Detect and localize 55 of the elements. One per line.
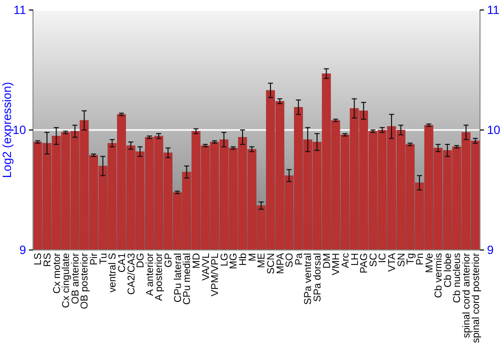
x-tick-label: Arc <box>340 253 352 268</box>
x-tick-label: VPM/VPL <box>210 252 222 296</box>
x-tick-label: SPa ventral <box>303 253 314 305</box>
x-tick-label: LG <box>219 252 230 266</box>
x-tick-label: Cb nucleus <box>452 253 464 304</box>
x-tick-label: Pa <box>294 252 305 266</box>
y-tick-label: 10 <box>12 122 26 137</box>
x-tick-label: MG <box>228 252 240 270</box>
x-tick-label: CPu lateral <box>172 253 184 302</box>
x-tick-label: RS <box>42 252 54 267</box>
x-tick-label: A posterior <box>154 252 166 301</box>
x-tick-label: PAG <box>359 252 370 274</box>
y2-tick-label: 10 <box>487 122 500 137</box>
x-tick-label: spinal cord anterior <box>462 252 473 338</box>
x-tick-label: Cb vermis <box>434 253 445 298</box>
x-tick-label: CPu medial <box>182 253 194 305</box>
x-tick-label: MD <box>191 253 202 269</box>
y-tick-label: 11 <box>14 2 26 17</box>
x-tick-label: Pir <box>89 252 100 266</box>
x-tick-label: M <box>247 253 258 262</box>
y2-tick-label: 11 <box>487 2 500 17</box>
x-tick-label: spinal cord posterior <box>470 252 482 344</box>
x-tick-label: Tu <box>98 253 110 264</box>
x-tick-label: CA2/CA3 <box>126 252 138 295</box>
x-tick-label: OB posterior <box>80 252 91 310</box>
x-tick-label: MVe <box>424 252 436 274</box>
x-tick-label: GP <box>164 252 175 268</box>
x-tick-label: LS <box>33 252 44 266</box>
x-tick-label: A anterior <box>144 252 156 296</box>
y-tick-label: 9 <box>19 242 26 257</box>
y-axis-title: Log2 (expression) <box>0 82 14 178</box>
x-tick-label: VMH <box>331 253 342 276</box>
x-tick-label: SC <box>368 253 380 267</box>
x-tick-label: SN <box>396 253 408 267</box>
x-tick-label: LH <box>350 253 361 266</box>
x-tick-label: Hb <box>238 252 250 266</box>
x-tick-label: Cb lobe <box>442 252 454 288</box>
x-tick-label: SCN <box>266 253 277 274</box>
x-tick-label: DM <box>322 253 333 269</box>
x-tick-label: Tg <box>406 253 417 265</box>
x-tick-label: VA/VL <box>200 252 212 281</box>
x-tick-label: VTA <box>387 252 398 272</box>
x-tick-label: Pn <box>414 253 426 266</box>
x-tick-label: SPa dorsal <box>312 253 324 302</box>
x-tick-label: IC <box>378 253 389 263</box>
x-tick-label: ME <box>256 252 268 268</box>
x-tick-label: MPA <box>275 252 286 274</box>
x-tick-label: DG <box>136 252 147 268</box>
x-tick-label: SO <box>284 252 296 268</box>
y2-tick-label: 9 <box>487 242 494 257</box>
x-tick-label: Cx motor <box>52 252 63 294</box>
x-tick-label: ventral S <box>108 252 119 292</box>
x-tick-label: CA1 <box>116 252 128 272</box>
x-tick-label: Cx cingulate <box>61 252 72 308</box>
x-tick-label: OB anterior <box>70 252 82 304</box>
